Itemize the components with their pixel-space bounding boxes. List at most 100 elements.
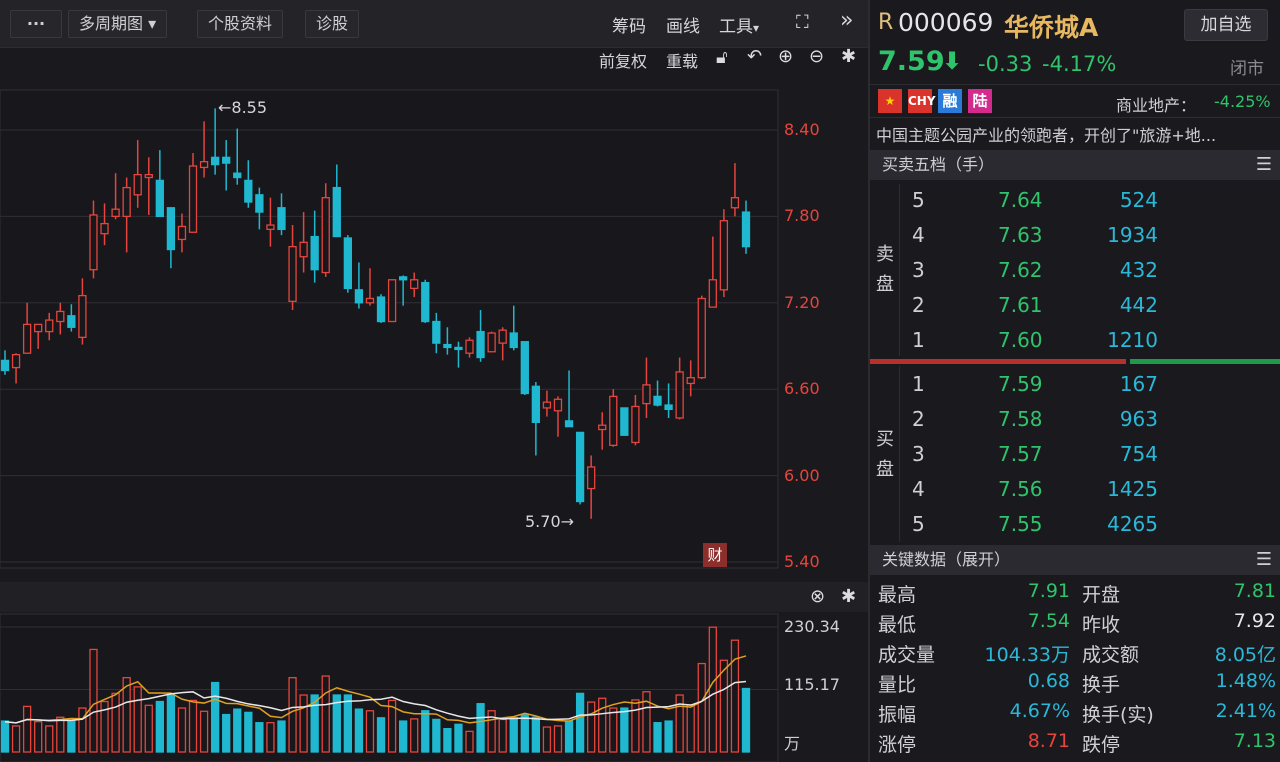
- sell-side-label: 卖盘: [876, 244, 894, 295]
- candle-body: [277, 207, 286, 231]
- volume-bar: [67, 720, 76, 753]
- candle: [598, 412, 607, 450]
- candle: [653, 380, 662, 407]
- sector-label[interactable]: 商业地产：: [1116, 96, 1197, 115]
- more-button[interactable]: ···: [10, 10, 62, 38]
- candle-body: [310, 235, 319, 271]
- menu-icon[interactable]: ☰: [1255, 154, 1272, 175]
- orderbook-volume: 754: [1119, 442, 1158, 466]
- diagnose-button[interactable]: 诊股: [305, 10, 360, 38]
- candle: [133, 140, 142, 208]
- price-axis-label: 7.80: [784, 206, 820, 226]
- orderbook-price: 7.63: [998, 223, 1043, 247]
- adjust-mode-button[interactable]: 前复权: [599, 52, 648, 71]
- orderbook-level: 5: [912, 188, 925, 212]
- zoom-in-icon[interactable]: ⊕: [778, 46, 794, 67]
- candle: [332, 164, 341, 238]
- keydata-label: 成交额: [1082, 644, 1140, 666]
- volume-bar: [454, 723, 463, 753]
- candlestick-chart[interactable]: [0, 0, 868, 762]
- keydata-label: 昨收: [1082, 614, 1121, 636]
- candle-body: [387, 279, 397, 323]
- candle-body: [188, 165, 198, 233]
- candle-body: [89, 214, 98, 271]
- candle-body: [675, 371, 684, 419]
- candle-body: [697, 297, 706, 379]
- volume-bar: [222, 713, 231, 753]
- quote-panel: R 000069 华侨城A 加自选 7.59 ⬇ -0.33 -4.17% 闭市…: [868, 0, 1280, 762]
- keydata-value: 0.68: [1027, 670, 1070, 692]
- keydata-header[interactable]: 关键数据（展开） ☰: [870, 545, 1280, 575]
- candle-body: [520, 341, 529, 395]
- price-plot-area: [0, 89, 779, 569]
- undo-icon[interactable]: ↶: [747, 46, 763, 67]
- candle-body: [266, 224, 275, 231]
- draw-line-button[interactable]: 画线: [666, 17, 700, 37]
- candle-body: [531, 385, 541, 423]
- china-flag-icon: ★: [878, 89, 902, 113]
- collapse-panel-button[interactable]: »: [840, 8, 854, 33]
- volume-bar: [741, 687, 751, 753]
- candle: [664, 383, 673, 418]
- fullscreen-icon[interactable]: ⛶: [796, 12, 809, 33]
- unlock-icon[interactable]: 🔓︎: [716, 47, 728, 68]
- tag-margin[interactable]: 融: [938, 89, 962, 113]
- candle-body: [288, 245, 297, 303]
- stock-info-button[interactable]: 个股资料: [197, 10, 284, 38]
- keydata-label: 换手: [1082, 674, 1121, 696]
- volume-bar: [0, 720, 10, 753]
- add-watchlist-button[interactable]: 加自选: [1184, 9, 1268, 41]
- financial-report-badge[interactable]: 财: [703, 543, 727, 567]
- candle: [398, 275, 408, 306]
- reload-button[interactable]: 重载: [666, 52, 699, 71]
- volume-bar: [465, 730, 474, 753]
- candle: [78, 278, 87, 345]
- menu-icon[interactable]: ☰: [1255, 549, 1272, 570]
- orderbook-level: 2: [912, 293, 925, 317]
- tag-chy[interactable]: CHY: [908, 89, 936, 113]
- tag-connect[interactable]: 陆: [968, 89, 992, 113]
- volume-settings-icon[interactable]: ✱: [841, 586, 857, 607]
- volume-bar: [542, 726, 552, 753]
- volume-bar: [144, 704, 153, 753]
- price-axis-label: 8.40: [784, 120, 820, 139]
- zoom-out-icon[interactable]: ⊖: [809, 46, 825, 67]
- volume-bar: [598, 697, 607, 753]
- candle: [56, 302, 65, 335]
- candle: [45, 312, 54, 341]
- sector-change: -4.25%: [1214, 92, 1271, 111]
- orderbook-price: 7.64: [998, 188, 1043, 212]
- candle: [188, 153, 198, 233]
- orderbook-level: 1: [912, 328, 925, 352]
- keydata-value: 7.91: [1027, 580, 1070, 602]
- close-volume-icon[interactable]: ⊗: [810, 586, 826, 607]
- buy-side-label: 买盘: [876, 429, 894, 480]
- candle-body: [376, 296, 386, 323]
- keydata-label: 涨停: [878, 734, 917, 756]
- tools-button[interactable]: 工具▾: [719, 12, 759, 37]
- company-description[interactable]: 中国主题公园产业的领跑者，开创了"旅游+地...: [876, 126, 1217, 145]
- volume-bar: [587, 701, 596, 753]
- candle-body: [730, 197, 740, 209]
- candle-body: [122, 186, 131, 218]
- keydata-value: 7.54: [1027, 610, 1070, 632]
- candle-body: [642, 384, 651, 405]
- volume-bar: [210, 681, 220, 753]
- stock-name: 华侨城A: [1004, 13, 1099, 42]
- candle-body: [210, 156, 220, 166]
- chips-button[interactable]: 筹码: [612, 17, 646, 37]
- price-axis-label: 7.20: [784, 292, 820, 312]
- keydata-value: 7.92: [1233, 610, 1276, 632]
- settings-icon[interactable]: ✱: [841, 46, 857, 67]
- candle-body: [354, 289, 364, 304]
- candle-body: [465, 339, 474, 354]
- volume-bar: [321, 675, 330, 753]
- volume-bar: [365, 710, 375, 753]
- candle-body: [133, 173, 142, 196]
- market-prefix: R: [878, 10, 894, 35]
- orderbook-volume: 1934: [1107, 223, 1158, 247]
- orderbook-level: 3: [912, 258, 925, 282]
- multi-period-button[interactable]: 多周期图 ▾: [68, 10, 168, 38]
- candle-body: [686, 377, 695, 385]
- price-axis-label: 5.40: [784, 552, 820, 571]
